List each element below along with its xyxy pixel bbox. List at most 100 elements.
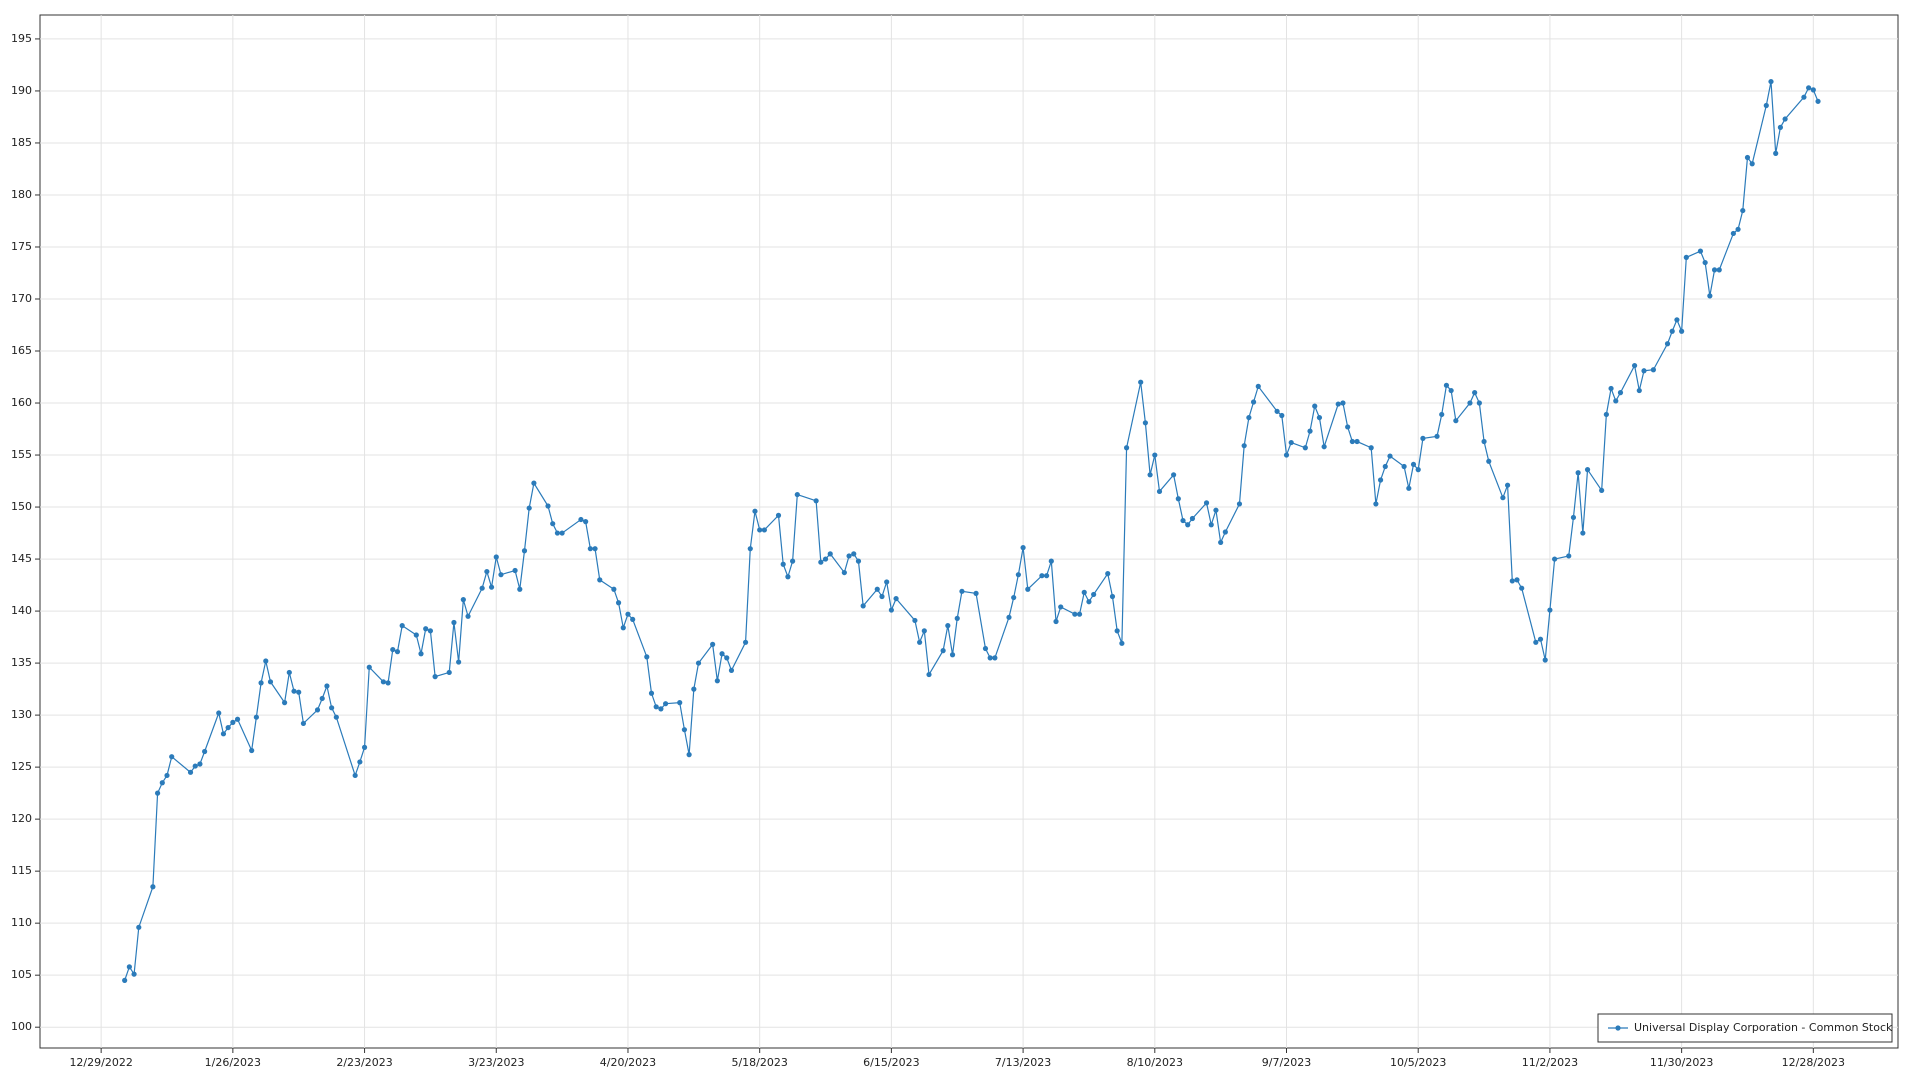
data-point — [234, 716, 241, 722]
data-point — [164, 772, 170, 779]
data-point — [790, 558, 796, 564]
x-tick-label: 12/28/2023 — [1782, 1056, 1845, 1069]
data-point — [1058, 604, 1064, 610]
data-point — [1387, 453, 1393, 459]
data-point — [1702, 259, 1708, 266]
data-point — [159, 780, 165, 786]
data-point — [1142, 420, 1148, 426]
data-point — [357, 759, 363, 765]
data-point — [1439, 411, 1445, 418]
y-tick-label: 195 — [11, 32, 32, 45]
data-point — [1044, 573, 1050, 579]
data-point — [1250, 399, 1257, 405]
data-point — [874, 586, 880, 592]
data-point — [361, 744, 368, 750]
y-tick-label: 165 — [11, 344, 32, 357]
data-point — [921, 628, 927, 634]
data-point — [1321, 444, 1327, 450]
data-point — [1476, 400, 1482, 406]
data-point — [1810, 87, 1816, 93]
data-point — [630, 616, 636, 623]
legend-marker — [1615, 1025, 1621, 1031]
data-point — [1340, 400, 1346, 406]
y-tick-label: 160 — [11, 396, 32, 409]
data-point — [324, 683, 330, 689]
data-point — [1335, 401, 1341, 407]
data-point — [1768, 78, 1774, 85]
data-point — [1236, 501, 1243, 507]
data-point — [1081, 589, 1087, 595]
data-point — [1486, 458, 1492, 464]
data-point — [1580, 530, 1586, 536]
data-point — [136, 924, 142, 930]
data-point — [1547, 607, 1553, 613]
data-point — [1584, 467, 1591, 473]
data-point — [742, 639, 749, 645]
data-point — [1152, 452, 1158, 458]
y-tick-label: 105 — [11, 968, 32, 981]
data-point — [1222, 529, 1228, 535]
data-point — [225, 724, 231, 731]
data-point — [615, 600, 622, 606]
data-point — [493, 554, 499, 560]
data-point — [1744, 154, 1751, 161]
data-point — [1552, 556, 1558, 562]
y-tick-label: 125 — [11, 760, 32, 773]
data-point — [1109, 593, 1116, 600]
data-point — [399, 623, 405, 629]
data-point — [1669, 328, 1675, 334]
data-point — [230, 719, 236, 725]
data-point — [1815, 98, 1821, 104]
data-point — [488, 584, 495, 590]
data-point — [1707, 293, 1713, 299]
data-point — [597, 577, 603, 583]
x-tick-label: 11/30/2023 — [1650, 1056, 1713, 1069]
data-point — [917, 639, 923, 645]
data-point — [1481, 438, 1487, 445]
data-point — [1015, 572, 1021, 578]
data-point — [1617, 390, 1624, 396]
grid — [40, 15, 1898, 1048]
data-point — [747, 546, 753, 552]
y-tick-label: 140 — [11, 604, 32, 617]
data-point — [281, 700, 288, 706]
data-point — [888, 607, 894, 613]
y-tick-label: 120 — [11, 812, 32, 825]
data-point — [1735, 226, 1741, 232]
data-point — [1448, 387, 1454, 394]
x-tick-label: 6/15/2023 — [863, 1056, 919, 1069]
data-point — [1730, 230, 1736, 237]
data-point — [1368, 445, 1374, 451]
data-point — [1533, 639, 1539, 645]
data-point — [1123, 445, 1130, 451]
data-point — [1288, 439, 1294, 446]
y-tick-label: 115 — [11, 864, 32, 877]
data-point — [484, 568, 490, 575]
data-point — [1048, 558, 1054, 564]
data-point — [1613, 398, 1619, 404]
data-point — [154, 790, 161, 796]
data-point — [1105, 571, 1111, 577]
data-point — [592, 546, 598, 552]
data-point — [884, 579, 890, 585]
data-point — [465, 613, 471, 619]
data-point — [1679, 328, 1685, 334]
data-point — [714, 678, 720, 684]
data-point — [827, 551, 833, 557]
data-point — [390, 646, 396, 653]
data-point — [982, 645, 989, 652]
data-point — [719, 651, 725, 657]
data-point — [813, 498, 819, 504]
x-tick-label: 12/29/2022 — [69, 1056, 132, 1069]
data-point — [780, 561, 786, 567]
x-tick-label: 2/23/2023 — [336, 1056, 392, 1069]
data-point — [1208, 522, 1214, 528]
data-point — [1189, 515, 1196, 522]
data-point — [526, 505, 532, 511]
data-point — [1575, 470, 1581, 476]
data-point — [879, 593, 885, 600]
data-point — [1631, 362, 1638, 369]
data-point — [724, 655, 730, 661]
data-point — [380, 679, 386, 685]
data-point — [296, 689, 302, 695]
